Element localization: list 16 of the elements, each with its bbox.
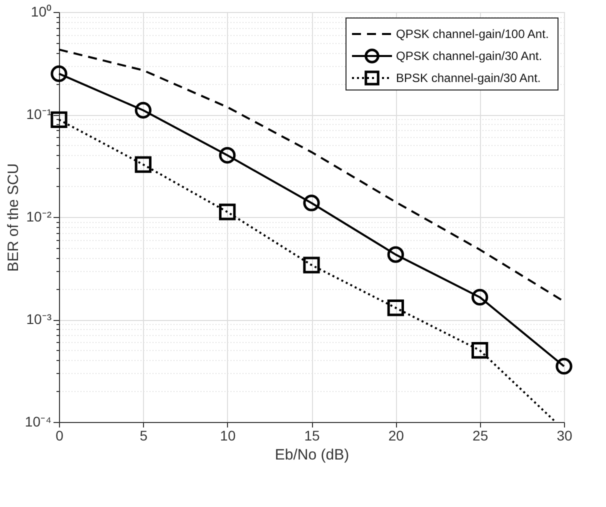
x-axis-title: Eb/No (dB) xyxy=(274,446,350,464)
y-axis-title: BER of the SCU xyxy=(4,163,22,272)
legend-label: BPSK channel-gain/30 Ant. xyxy=(396,71,541,85)
y-tick-label: 10⁻² xyxy=(26,208,52,224)
y-tick-label: 10⁻⁴ xyxy=(24,414,52,430)
x-tick-label: 30 xyxy=(556,428,572,444)
legend-label: QPSK channel-gain/100 Ant. xyxy=(396,27,549,41)
x-tick-label: 20 xyxy=(388,428,404,444)
x-tick-label: 0 xyxy=(56,428,64,444)
y-tick-label: 10⁻³ xyxy=(26,311,52,327)
x-tick-label: 5 xyxy=(140,428,148,444)
y-tick-label: 10⁰ xyxy=(30,4,52,20)
x-tick-label: 15 xyxy=(304,428,320,444)
x-tick-label: 10 xyxy=(220,428,236,444)
x-tick-label: 25 xyxy=(472,428,488,444)
legend-label: QPSK channel-gain/30 Ant. xyxy=(396,49,542,63)
